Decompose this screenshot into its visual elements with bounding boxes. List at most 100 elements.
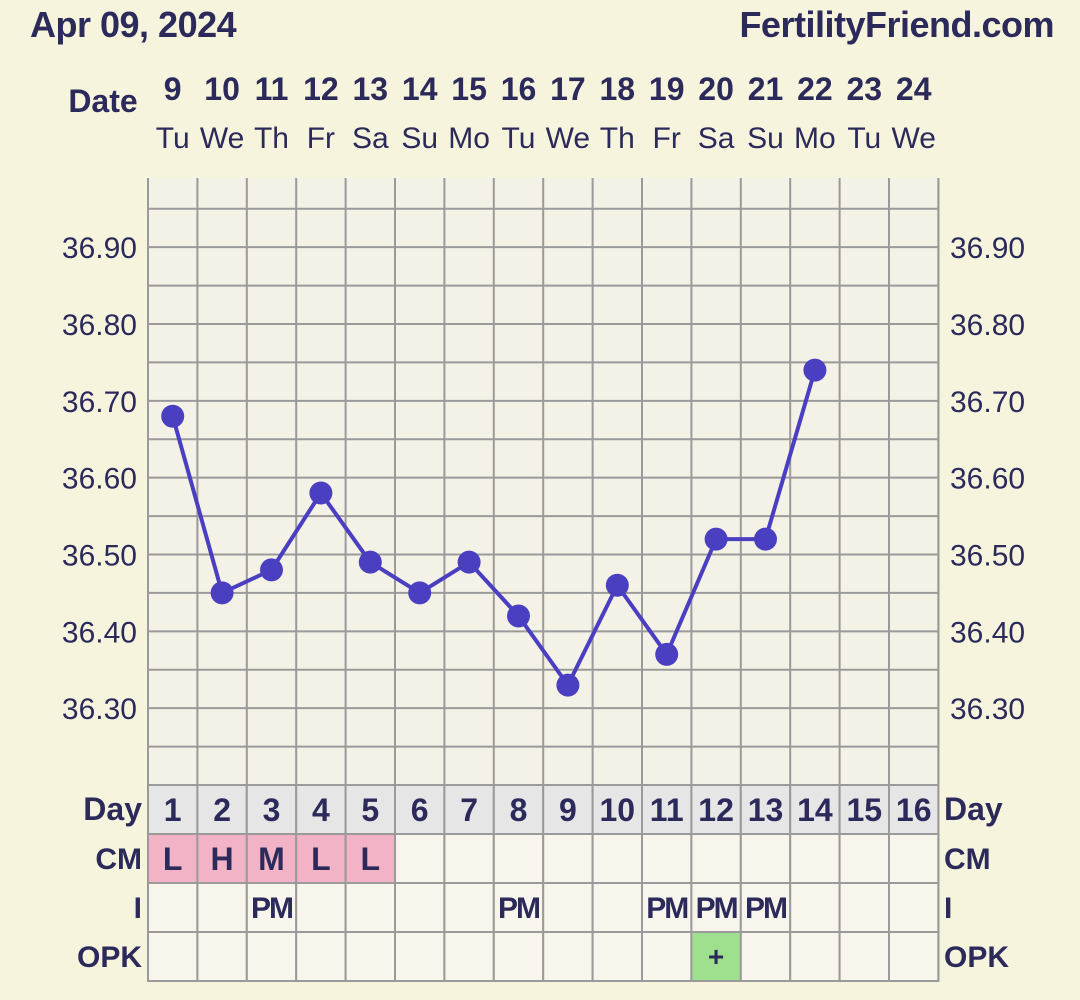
y-tick-label-right: 36.70: [950, 386, 1025, 419]
weekday-tick-label: Fr: [653, 122, 681, 155]
opk-cell: [147, 931, 199, 982]
day-number: 13: [748, 792, 784, 828]
day-number: 15: [847, 792, 883, 828]
day-number: 3: [263, 792, 281, 828]
intercourse-cell: [739, 882, 792, 933]
i-row-label-right: I: [944, 892, 952, 925]
opk-cell: [394, 931, 446, 982]
opk-cell: [196, 931, 248, 982]
day-number: 5: [361, 792, 379, 828]
day-cell: [147, 784, 199, 835]
y-tick-label-left: 36.50: [62, 539, 137, 572]
date-tick-label: 11: [255, 71, 289, 107]
intercourse-cell: [838, 882, 890, 933]
weekday-tick-label: Th: [600, 122, 635, 155]
cm-cell: [789, 833, 841, 884]
temperature-point: [309, 481, 333, 505]
cm-cell: [888, 833, 940, 884]
day-number: 4: [312, 792, 330, 828]
y-tick-label-left: 36.80: [62, 309, 137, 342]
day-number: 10: [600, 792, 636, 828]
intercourse-value: PM: [646, 892, 687, 925]
weekday-tick-label: We: [200, 122, 244, 155]
opk-cell: [245, 931, 298, 982]
intercourse-value: PM: [498, 892, 539, 925]
day-number: 8: [510, 792, 528, 828]
cm-cell: [739, 833, 792, 884]
temperature-line: [170, 369, 817, 688]
cm-cell: [443, 833, 495, 884]
day-number: 1: [164, 792, 182, 828]
opk-cell: [888, 931, 940, 982]
cm-cell: [245, 833, 298, 884]
cm-cell: [542, 833, 594, 884]
weekday-tick-label: Fr: [307, 122, 335, 155]
date-tick-label: 14: [402, 71, 438, 107]
date-label: Date: [68, 83, 137, 119]
opk-row-label-right: OPK: [944, 941, 1009, 974]
weekday-tick-label: Sa: [352, 122, 389, 155]
y-tick-label-left: 36.30: [62, 693, 137, 726]
y-tick-label-left: 36.90: [62, 232, 137, 265]
temperature-point: [358, 550, 382, 574]
y-tick-label-left: 36.40: [62, 616, 137, 649]
opk-cell: [542, 931, 594, 982]
intercourse-cell: [789, 882, 841, 933]
day-cell: [838, 784, 890, 835]
weekday-tick-label: Th: [254, 122, 289, 155]
date-tick-label: 21: [748, 71, 784, 107]
date-tick-label: 9: [164, 71, 182, 107]
date-tick-label: 23: [847, 71, 883, 107]
opk-value: +: [708, 941, 724, 972]
date-tick-label: 12: [303, 71, 339, 107]
day-number: 12: [698, 792, 734, 828]
temperature-point: [754, 527, 777, 551]
day-cell: [196, 784, 248, 835]
day-row-label-right: Day: [944, 791, 1003, 827]
cm-value: L: [311, 841, 331, 877]
date-tick-label: 15: [451, 71, 487, 107]
temperature-point: [507, 604, 530, 628]
date-tick-label: 22: [797, 71, 833, 107]
intercourse-value: PM: [251, 892, 292, 925]
weekday-tick-label: Tu: [502, 122, 536, 155]
date-tick-label: 13: [353, 71, 389, 107]
site-name: FertilityFriend.com: [739, 4, 1054, 45]
opk-cell: [690, 931, 742, 982]
temperature-point: [556, 673, 580, 697]
cm-value: L: [163, 841, 183, 877]
day-cell: [542, 784, 594, 835]
temperature-point: [605, 573, 629, 597]
y-tick-label-right: 36.60: [950, 463, 1025, 496]
opk-cell: [344, 931, 397, 982]
opk-cell: [492, 931, 545, 982]
cm-value: M: [258, 841, 285, 877]
date-tick-label: 18: [600, 71, 636, 107]
day-number: 14: [797, 792, 833, 828]
intercourse-cell: [542, 882, 594, 933]
weekday-tick-label: We: [891, 122, 935, 155]
intercourse-cell: [295, 882, 347, 933]
weekday-tick-label: Tu: [156, 122, 190, 155]
weekday-tick-label: Su: [401, 122, 438, 155]
weekday-tick-label: Sa: [698, 122, 735, 155]
y-tick-label-right: 36.40: [950, 616, 1025, 649]
date-tick-label: 16: [501, 71, 537, 107]
chart-start-date: Apr 09, 2024: [30, 4, 237, 45]
y-tick-label-right: 36.50: [950, 539, 1025, 572]
weekday-tick-label: Mo: [794, 122, 836, 155]
cm-value: H: [211, 841, 234, 877]
opk-cell: [641, 931, 693, 982]
intercourse-cell: [443, 882, 495, 933]
day-number: 11: [650, 792, 684, 828]
y-tick-label-left: 36.60: [62, 463, 137, 496]
opk-cell: [443, 931, 495, 982]
date-tick-label: 19: [649, 71, 685, 107]
day-cell: [245, 784, 298, 835]
intercourse-value: PM: [696, 892, 737, 925]
y-tick-label-left: 36.70: [62, 386, 137, 419]
opk-cell: [591, 931, 643, 982]
intercourse-cell: [394, 882, 446, 933]
